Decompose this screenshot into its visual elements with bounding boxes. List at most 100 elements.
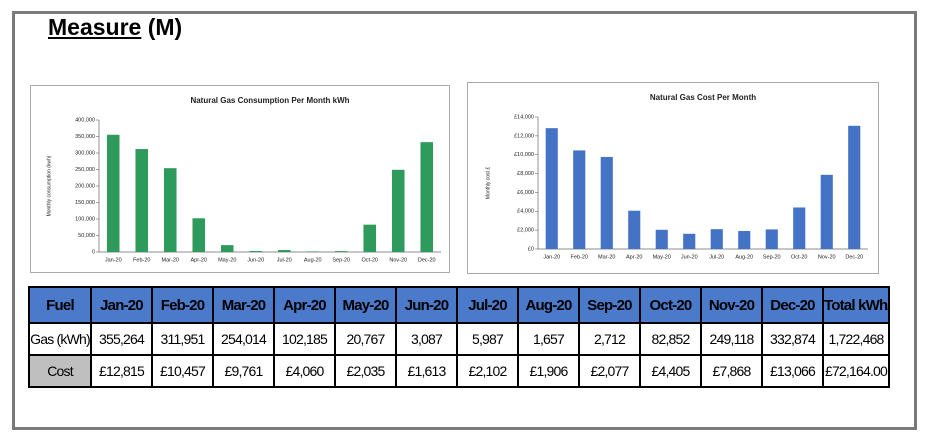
bar bbox=[277, 250, 291, 252]
table-cell: £2,077 bbox=[578, 354, 641, 388]
bar bbox=[628, 210, 641, 249]
table-cell: 3,087 bbox=[395, 322, 458, 356]
table-row: Cost £12,815 £10,457 £9,761 £4,060 £2,035 £1,6… bbox=[28, 354, 890, 388]
x-tick-label: Feb-20 bbox=[571, 254, 588, 260]
table-cell: £10,457 bbox=[151, 354, 214, 388]
x-tick-label: Nov-20 bbox=[818, 254, 836, 260]
y-tick-label: 350,000 bbox=[75, 134, 95, 140]
y-tick-label: 400,000 bbox=[75, 117, 95, 123]
x-tick-label: Mar-20 bbox=[598, 254, 615, 260]
y-tick-label: 250,000 bbox=[75, 167, 95, 173]
y-axis-label: Monthly cost £ bbox=[485, 167, 491, 199]
x-tick-label: Jun-20 bbox=[681, 254, 698, 260]
bar bbox=[135, 149, 149, 252]
x-tick-label: Jan-20 bbox=[105, 257, 122, 263]
x-tick-label: Sep-20 bbox=[332, 257, 350, 263]
x-tick-label: May-20 bbox=[218, 257, 236, 263]
y-tick-label: £14,000 bbox=[514, 114, 534, 120]
table-cell: 20,767 bbox=[334, 322, 397, 356]
bar bbox=[334, 251, 348, 252]
bar bbox=[655, 229, 668, 249]
bar bbox=[710, 229, 723, 249]
y-tick-label: 200,000 bbox=[75, 183, 95, 189]
chart: Natural Gas Cost Per Month Monthly cost £… bbox=[485, 93, 868, 260]
header-cell: Fuel bbox=[28, 286, 92, 324]
bar bbox=[420, 142, 434, 252]
header-cell: Mar-20 bbox=[212, 286, 275, 324]
table-cell: £2,035 bbox=[334, 354, 397, 388]
header-cell: Oct-20 bbox=[639, 286, 702, 324]
table-cell: 311,951 bbox=[151, 322, 214, 356]
table-row: Gas (kWh) 355,264 311,951 254,014 102,185 20,… bbox=[28, 322, 890, 356]
table-cell: 82,852 bbox=[639, 322, 702, 356]
x-tick-label: Oct-20 bbox=[791, 254, 808, 260]
heading-word: Measure bbox=[48, 14, 142, 40]
chart-box: Natural Gas Consumption Per Month kWh Mon… bbox=[30, 85, 450, 273]
header-cell: Apr-20 bbox=[273, 286, 336, 324]
y-tick-label: £10,000 bbox=[514, 152, 534, 158]
bar bbox=[106, 134, 120, 252]
header-cell: Nov-20 bbox=[700, 286, 763, 324]
x-tick-label: Apr-20 bbox=[626, 254, 643, 260]
header-cell: Dec-20 bbox=[761, 286, 824, 324]
header-cell: Feb-20 bbox=[151, 286, 214, 324]
header-cell: Jan-20 bbox=[90, 286, 153, 324]
header-cell: Jun-20 bbox=[395, 286, 458, 324]
bar bbox=[573, 150, 586, 249]
x-tick-label: Aug-20 bbox=[304, 257, 322, 263]
y-tick-label: £0 bbox=[528, 246, 534, 252]
heading-suffix: (M) bbox=[147, 14, 183, 40]
table-cell: £4,405 bbox=[639, 354, 702, 388]
table-cell: £1,613 bbox=[395, 354, 458, 388]
header-row: Fuel Jan-20 Feb-20 Mar-20 Apr-20 May-20 Jun-20… bbox=[28, 286, 890, 324]
y-tick-label: 150,000 bbox=[75, 200, 95, 206]
header-cell: Aug-20 bbox=[517, 286, 580, 324]
header-cell: May-20 bbox=[334, 286, 397, 324]
y-tick-label: £6,000 bbox=[517, 190, 534, 196]
table-cell: 1,657 bbox=[517, 322, 580, 356]
bar bbox=[391, 169, 405, 252]
x-tick-label: Apr-20 bbox=[190, 257, 207, 263]
table-cell: 102,185 bbox=[273, 322, 336, 356]
y-tick-label: £12,000 bbox=[514, 133, 534, 139]
x-tick-label: Dec-20 bbox=[845, 254, 863, 260]
bar bbox=[249, 250, 263, 252]
x-tick-label: Oct-20 bbox=[361, 257, 378, 263]
bar bbox=[765, 229, 778, 249]
x-tick-label: Aug-20 bbox=[735, 254, 753, 260]
chart-box: Natural Gas Cost Per Month Monthly cost £… bbox=[467, 82, 879, 274]
table-cell: 249,118 bbox=[700, 322, 763, 356]
x-tick-label: Jan-20 bbox=[543, 254, 560, 260]
bar bbox=[545, 128, 558, 249]
bar bbox=[820, 174, 833, 249]
x-tick-label: Jul-20 bbox=[709, 254, 724, 260]
table-cell: £13,066 bbox=[761, 354, 824, 388]
x-tick-label: Feb-20 bbox=[133, 257, 150, 263]
y-tick-label: 0 bbox=[92, 249, 95, 255]
table-cell: £72,164.00 bbox=[822, 354, 890, 388]
table-cell: £1,906 bbox=[517, 354, 580, 388]
bar bbox=[600, 156, 613, 249]
y-tick-label: 300,000 bbox=[75, 150, 95, 156]
bar bbox=[192, 218, 206, 252]
y-tick-label: 100,000 bbox=[75, 216, 95, 222]
table-cell: £12,815 bbox=[90, 354, 153, 388]
bar bbox=[306, 251, 320, 252]
y-tick-label: 50,000 bbox=[78, 233, 95, 239]
y-tick-label: £2,000 bbox=[517, 228, 534, 234]
bar bbox=[738, 231, 751, 249]
table-cell: 5,987 bbox=[456, 322, 519, 356]
x-tick-label: Nov-20 bbox=[389, 257, 407, 263]
bar bbox=[848, 125, 861, 249]
table-cell: 1,722,468 bbox=[822, 322, 890, 356]
data-table: Fuel Jan-20 Feb-20 Mar-20 Apr-20 May-20 Jun-20… bbox=[28, 286, 890, 388]
y-axis-label: Monthly consumption (kwh) bbox=[46, 155, 52, 216]
x-tick-label: Jun-20 bbox=[247, 257, 264, 263]
table-cell: Gas (kWh) bbox=[28, 322, 92, 356]
heading: Measure (M) bbox=[48, 14, 182, 41]
bar bbox=[793, 207, 806, 249]
y-tick-label: £4,000 bbox=[517, 209, 534, 215]
table-cell: £7,868 bbox=[700, 354, 763, 388]
header-cell: Sep-20 bbox=[578, 286, 641, 324]
